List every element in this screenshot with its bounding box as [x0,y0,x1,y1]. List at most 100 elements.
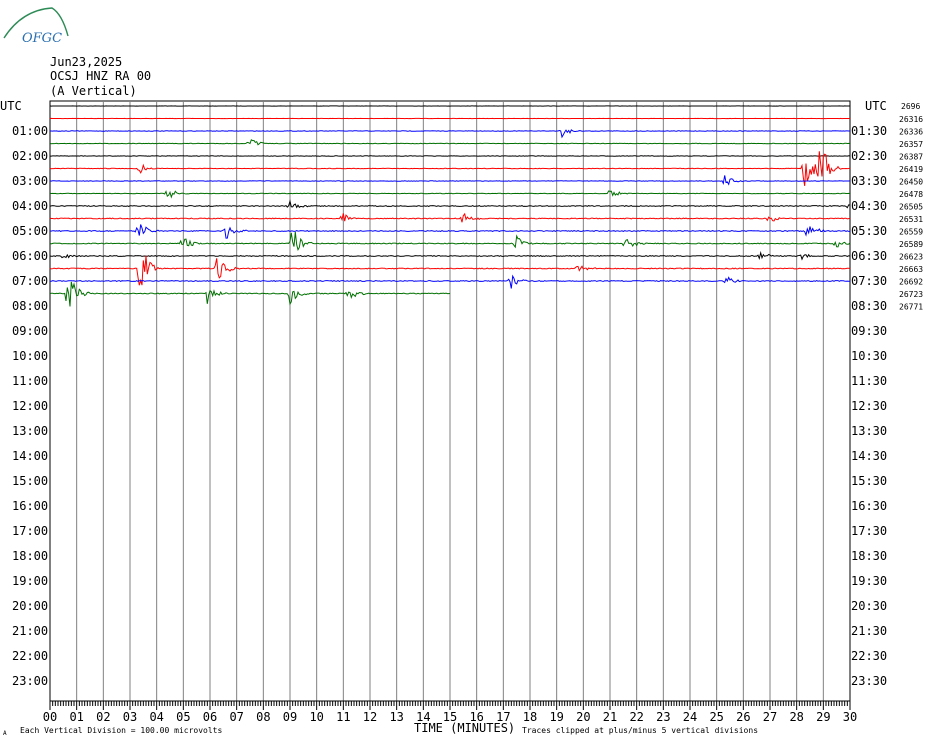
left-hour-label: 23:00 [12,674,48,688]
right-top-label: 2696 [901,102,920,111]
trace-count: 26589 [899,240,923,249]
left-hour-label: 04:00 [12,199,48,213]
seismic-trace [49,224,850,239]
right-hour-label: 19:30 [851,574,887,588]
right-hour-label: 02:30 [851,149,887,163]
left-hour-label: 19:00 [12,574,48,588]
logo-arc [3,7,69,39]
x-tick-label: 30 [843,710,857,724]
trace-count: 26336 [899,128,923,137]
right-hour-label: 21:30 [851,624,887,638]
right-hour-label: 06:30 [851,249,887,263]
right-hour-label: 10:30 [851,349,887,363]
x-tick-label: 02 [96,710,110,724]
right-hour-label: 07:30 [851,274,887,288]
trace-count: 26771 [899,303,923,312]
left-hour-label: 12:00 [12,399,48,413]
right-hour-label: 03:30 [851,174,887,188]
trace-count: 26387 [899,153,923,162]
seismic-trace [49,151,851,186]
trace-counts: 26316 26336 26357 26387 26419 26450 26478 26505… [899,115,923,312]
left-hour-label: 20:00 [12,599,48,613]
right-hour-label: 11:30 [851,374,887,388]
seismic-trace [49,250,851,261]
x-tick-label: 01 [69,710,83,724]
left-hour-label: 14:00 [12,449,48,463]
header-component: (A Vertical) [50,84,137,98]
traces [49,105,851,307]
header-date: Jun23,2025 [50,55,122,69]
right-hour-label: 23:30 [851,674,887,688]
right-hour-label: 01:30 [851,124,887,138]
x-tick-label: 08 [256,710,270,724]
trace-count: 26723 [899,290,923,299]
seismic-trace [49,231,851,252]
x-tick-label: 09 [283,710,297,724]
x-tick-label: 03 [123,710,137,724]
left-hour-label: 16:00 [12,499,48,513]
right-hour-label: 05:30 [851,224,887,238]
right-hour-label: 22:30 [851,649,887,663]
utc-label-right: UTC [865,99,887,113]
utc-label-left: UTC [0,99,22,113]
seismic-trace [49,175,851,186]
left-hour-label: 06:00 [12,249,48,263]
trace-count: 26450 [899,178,923,187]
grid [76,101,824,701]
x-tick-label: 27 [763,710,777,724]
trace-count: 26692 [899,278,923,287]
right-hour-label: 16:30 [851,499,887,513]
x-tick-label: 24 [683,710,697,724]
x-tick-label: 18 [523,710,537,724]
x-tick-label: 05 [176,710,190,724]
trace-count: 26531 [899,215,923,224]
x-axis: 00 01 02 03 04 05 06 07 08 09 10 11 12 13 14 15 16 17 18 19… [43,700,857,724]
x-tick-label: 17 [496,710,510,724]
left-hour-label: 07:00 [12,274,48,288]
right-hour-label: 20:30 [851,599,887,613]
seismic-trace [49,255,851,286]
seismic-trace [49,274,850,289]
x-tick-label: 22 [629,710,643,724]
corner-mark: A [3,730,7,737]
left-hour-label: 11:00 [12,374,48,388]
trace-count: 26357 [899,140,923,149]
right-hour-label: 09:30 [851,324,887,338]
left-hour-label: 01:00 [12,124,48,138]
right-hour-label: 13:30 [851,424,887,438]
left-hour-label: 21:00 [12,624,48,638]
seismic-trace [50,129,850,139]
left-hour-label: 08:00 [12,299,48,313]
x-tick-label: 11 [336,710,350,724]
x-tick-label: 15 [443,710,457,724]
header-station: OCSJ HNZ RA 00 [50,69,151,83]
trace-count: 26316 [899,115,923,124]
x-tick-label: 19 [549,710,563,724]
right-hour-label: 14:30 [851,449,887,463]
x-tick-label: 12 [363,710,377,724]
footer-scale: Each Vertical Division = 100.00 microvol… [20,726,222,735]
seismic-trace [49,212,851,223]
right-hour-label: 12:30 [851,399,887,413]
seismic-trace [49,190,851,199]
x-tick-label: 00 [43,710,57,724]
trace-count: 26478 [899,190,923,199]
right-hour-label: 18:30 [851,549,887,563]
x-tick-label: 25 [709,710,723,724]
trace-count: 26663 [899,265,923,274]
right-hour-label: 17:30 [851,524,887,538]
left-hour-label: 03:00 [12,174,48,188]
logo-text: OFGC [22,31,62,46]
left-hour-labels: 01:00 02:00 03:00 04:00 05:00 06:00 07:00 08:00… [12,124,48,688]
left-hour-label: 09:00 [12,324,48,338]
x-tick-label: 21 [603,710,617,724]
right-hour-label: 08:30 [851,299,887,313]
left-hour-label: 10:00 [12,349,48,363]
x-tick-label: 23 [656,710,670,724]
x-tick-label: 06 [203,710,217,724]
x-tick-label: 26 [736,710,750,724]
trace-count: 26505 [899,203,923,212]
x-tick-label: 29 [816,710,830,724]
trace-count: 26419 [899,165,923,174]
